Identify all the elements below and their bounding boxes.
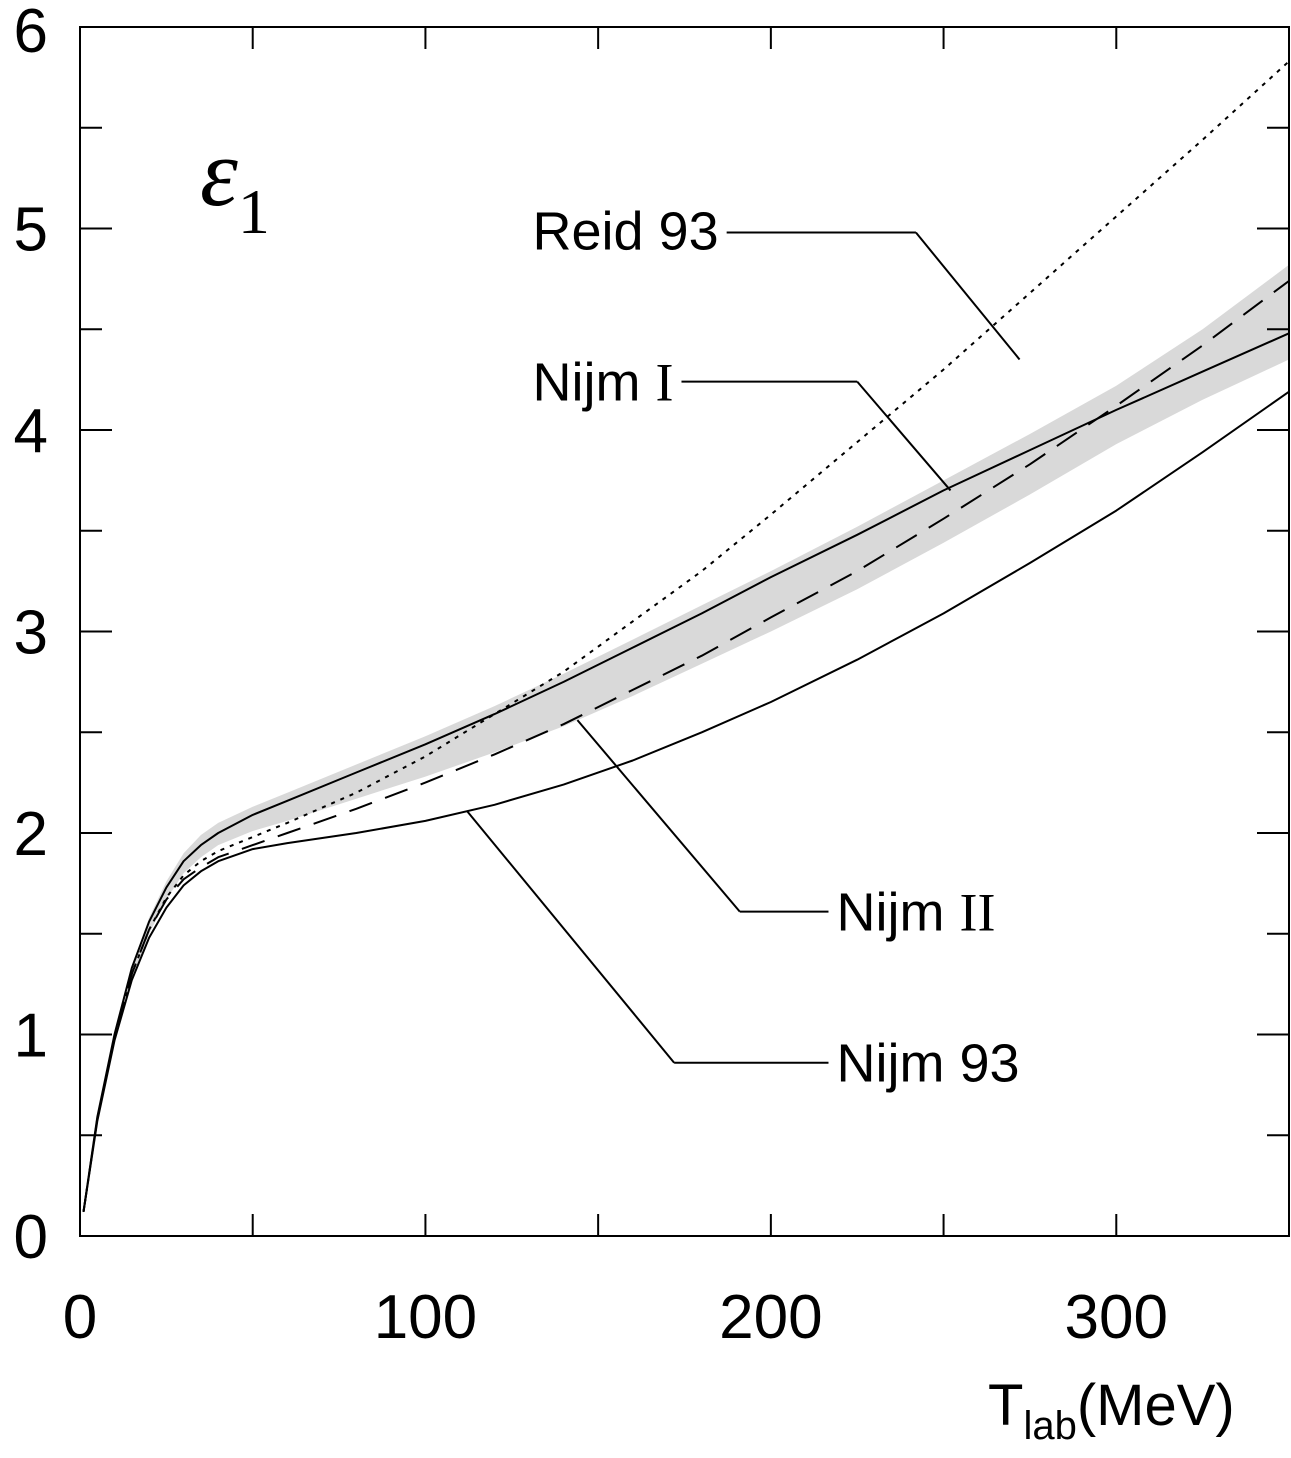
series-label-nijm-i: Nijm I bbox=[533, 353, 674, 413]
x-tick-label: 100 bbox=[374, 1283, 477, 1352]
uncertainty-band bbox=[83, 264, 1289, 1214]
y-tick-label: 3 bbox=[14, 599, 48, 668]
series-label-reid-93: Reid 93 bbox=[533, 202, 719, 262]
x-tick-label: 200 bbox=[719, 1283, 822, 1352]
series-line-nijm-i bbox=[82, 332, 1290, 1212]
series-line-nijm-ii bbox=[82, 280, 1290, 1212]
series-line-nijm-93 bbox=[82, 390, 1290, 1212]
x-tick-label: 0 bbox=[63, 1283, 97, 1352]
x-axis-title-symbol: T bbox=[988, 1373, 1023, 1438]
y-tick-label: 1 bbox=[14, 1002, 48, 1071]
panel-title-subscript: 1 bbox=[238, 176, 270, 247]
series-label-nijm-ii: Nijm II bbox=[836, 883, 995, 943]
axis-ticks bbox=[79, 26, 1290, 1237]
axis-tick-labels: 0 100 200 300 0 1 2 3 4 5 6 bbox=[14, 0, 1168, 1352]
series-lines bbox=[82, 60, 1290, 1212]
leader-line-reid-93 bbox=[915, 231, 1021, 361]
panel-title: ε1 bbox=[200, 119, 270, 247]
y-tick-label: 5 bbox=[14, 196, 48, 265]
leader-line-nijm-ii bbox=[576, 719, 741, 913]
x-axis-title-subscript: lab bbox=[1023, 1404, 1076, 1448]
y-tick-label: 4 bbox=[14, 397, 48, 466]
leader-line-nijm-93 bbox=[466, 810, 675, 1064]
series-label-nijm-93: Nijm 93 bbox=[836, 1034, 1019, 1094]
y-tick-label: 2 bbox=[14, 800, 48, 869]
series-labels: Reid 93 Nijm I Nijm II Nijm 93 bbox=[533, 202, 1020, 1094]
leader-line-nijm-i bbox=[856, 380, 952, 492]
label-leaders bbox=[466, 231, 1021, 1064]
panel-title-symbol: ε bbox=[200, 119, 238, 226]
uncertainty-band-area bbox=[83, 264, 1289, 1214]
x-axis-title-unit: (MeV) bbox=[1077, 1373, 1235, 1438]
x-axis-title: Tlab(MeV) bbox=[988, 1373, 1235, 1448]
y-tick-label: 0 bbox=[14, 1203, 48, 1272]
x-tick-label: 300 bbox=[1065, 1283, 1168, 1352]
y-tick-label: 6 bbox=[14, 0, 48, 66]
